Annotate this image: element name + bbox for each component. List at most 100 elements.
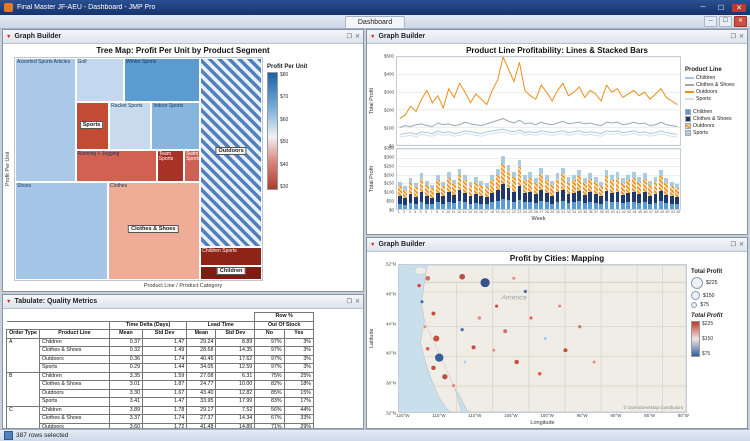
table-cell[interactable]: 25%: [283, 371, 315, 381]
bar-segment[interactable]: [642, 202, 647, 209]
bar-segment[interactable]: [615, 177, 620, 192]
map-point[interactable]: [542, 336, 548, 341]
bar-segment[interactable]: [610, 180, 614, 194]
table-cell[interactable]: 8.89: [215, 337, 256, 347]
bar-segment[interactable]: [588, 202, 593, 209]
bar-segment[interactable]: [577, 190, 582, 202]
stacked-bar[interactable]: [452, 179, 457, 209]
stacked-bar[interactable]: [653, 176, 658, 209]
bar-segment[interactable]: [648, 185, 652, 196]
bar-segment[interactable]: [593, 202, 598, 209]
bar-segment[interactable]: [419, 192, 424, 203]
table-cell[interactable]: Clothes & Shoes: [39, 346, 110, 356]
bar-segment[interactable]: [669, 196, 674, 204]
profit-line-clothes-shoes[interactable]: [400, 119, 678, 128]
bar-segment[interactable]: [604, 190, 609, 202]
treemap-cell[interactable]: Swim Sports: [183, 149, 201, 182]
stacked-bar[interactable]: [637, 176, 642, 209]
bar-segment[interactable]: [555, 192, 560, 203]
table-cell[interactable]: 15%: [283, 388, 315, 398]
bar-segment[interactable]: [397, 181, 402, 186]
table-cell[interactable]: 97%: [254, 346, 285, 356]
bar-segment[interactable]: [550, 195, 554, 204]
stacked-bar[interactable]: [403, 186, 408, 209]
bar-segment[interactable]: [463, 180, 467, 194]
table-row[interactable]: B Children 3.35 1.59 27.08 6.31 75% 25%: [6, 371, 315, 407]
bar-segment[interactable]: [403, 189, 408, 199]
stacked-bar[interactable]: [512, 171, 516, 209]
bar-segment[interactable]: [555, 178, 560, 193]
stacked-bar[interactable]: [550, 180, 554, 209]
stacked-bar[interactable]: [631, 172, 636, 209]
bar-segment[interactable]: [582, 183, 587, 195]
table-cell[interactable]: 1.59: [142, 371, 188, 381]
bar-segment[interactable]: [571, 175, 576, 181]
bar-segment[interactable]: [533, 194, 538, 203]
map-point[interactable]: [459, 327, 465, 332]
legend-item[interactable]: Clothes & Shoes: [685, 116, 745, 122]
bar-segment[interactable]: [659, 176, 663, 191]
bar-segment[interactable]: [397, 185, 402, 197]
bar-segment[interactable]: [474, 193, 478, 203]
map-point[interactable]: [491, 348, 496, 353]
bar-segment[interactable]: [669, 203, 674, 209]
bar-segment[interactable]: [566, 176, 571, 182]
table-cell[interactable]: 14.35: [215, 346, 256, 356]
bar-segment[interactable]: [664, 203, 669, 209]
map-point[interactable]: [419, 299, 425, 304]
bar-segment[interactable]: [659, 190, 663, 202]
bar-segment[interactable]: [555, 202, 560, 209]
map-point[interactable]: [528, 315, 534, 321]
bar-segment[interactable]: [414, 187, 418, 197]
bar-segment[interactable]: [659, 170, 663, 177]
table-cell[interactable]: 3.35: [108, 371, 144, 381]
table-cell[interactable]: 1.74: [142, 414, 188, 424]
map-point[interactable]: [537, 371, 543, 377]
bar-segment[interactable]: [452, 179, 457, 185]
table-cell[interactable]: 0.32: [108, 346, 144, 356]
bar-segment[interactable]: [446, 177, 451, 192]
table-cell[interactable]: 6.31: [215, 371, 256, 381]
bar-segment[interactable]: [452, 195, 457, 204]
bar-segment[interactable]: [675, 184, 680, 189]
table-cell[interactable]: 14.34: [215, 414, 256, 424]
table-cell[interactable]: 97%: [254, 363, 285, 373]
bar-segment[interactable]: [550, 203, 554, 209]
bar-segment[interactable]: [457, 201, 462, 209]
legend-item[interactable]: Children: [685, 75, 745, 81]
bar-segment[interactable]: [408, 194, 413, 203]
bar-segment[interactable]: [561, 168, 565, 175]
table-cell[interactable]: 1.74: [142, 354, 188, 364]
bar-segment[interactable]: [626, 180, 631, 194]
bar-segment[interactable]: [479, 185, 484, 196]
table-cell[interactable]: 85%: [254, 388, 285, 398]
table-cell[interactable]: 3.60: [108, 422, 144, 428]
treemap-cell[interactable]: Team Sports: [156, 149, 184, 182]
bar-segment[interactable]: [675, 188, 680, 198]
table-cell[interactable]: 75%: [254, 371, 285, 381]
table-cell[interactable]: 3.01: [108, 380, 144, 390]
bar-segment[interactable]: [501, 156, 506, 165]
bar-segment[interactable]: [620, 194, 625, 204]
bar-segment[interactable]: [452, 203, 457, 209]
bar-segment[interactable]: [642, 178, 647, 193]
doc-maximize-button[interactable]: ☐: [719, 16, 732, 27]
bar-segment[interactable]: [642, 192, 647, 203]
close-button[interactable]: ✕: [732, 3, 746, 12]
bar-segment[interactable]: [582, 194, 587, 204]
bar-segment[interactable]: [550, 180, 554, 185]
bar-segment[interactable]: [664, 183, 669, 195]
panel-close-icon[interactable]: ✕: [738, 34, 744, 40]
table-cell[interactable]: 3%: [283, 363, 315, 373]
map-point[interactable]: [462, 359, 468, 365]
doc-minimize-button[interactable]: ─: [704, 16, 717, 27]
bar-segment[interactable]: [599, 181, 603, 187]
bar-segment[interactable]: [533, 177, 538, 183]
bar-segment[interactable]: [631, 172, 636, 178]
maximize-button[interactable]: ☐: [717, 4, 725, 12]
disclosure-icon[interactable]: ▼: [370, 33, 376, 40]
bar-segment[interactable]: [517, 167, 522, 186]
stacked-bar[interactable]: [544, 175, 549, 209]
bar-segment[interactable]: [669, 186, 674, 197]
stacked-bar[interactable]: [669, 181, 674, 209]
